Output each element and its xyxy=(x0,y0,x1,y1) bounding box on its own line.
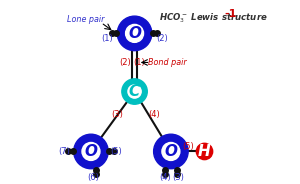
Circle shape xyxy=(126,24,143,42)
Circle shape xyxy=(154,134,188,169)
Text: (2): (2) xyxy=(120,58,131,67)
Text: O: O xyxy=(128,26,141,41)
Circle shape xyxy=(117,16,152,51)
Text: O: O xyxy=(164,144,177,159)
Text: (1): (1) xyxy=(101,34,113,43)
Circle shape xyxy=(128,85,141,98)
Text: C: C xyxy=(129,84,140,99)
Circle shape xyxy=(162,142,180,160)
Text: (4): (4) xyxy=(149,110,161,119)
Text: Lone pair: Lone pair xyxy=(67,15,104,24)
Circle shape xyxy=(82,142,100,160)
Text: -1: -1 xyxy=(224,9,236,19)
Text: (7): (7) xyxy=(58,147,70,156)
FancyBboxPatch shape xyxy=(56,0,244,184)
Text: Bond pair: Bond pair xyxy=(148,58,187,67)
Text: H: H xyxy=(198,144,211,159)
Text: (5): (5) xyxy=(110,147,122,156)
Text: HCO$_3^-$ Lewis structure: HCO$_3^-$ Lewis structure xyxy=(159,11,268,25)
Text: (6): (6) xyxy=(87,173,99,182)
Text: (3): (3) xyxy=(172,173,184,182)
Circle shape xyxy=(196,143,213,160)
Circle shape xyxy=(74,134,108,169)
Text: (1): (1) xyxy=(133,58,145,67)
Text: O: O xyxy=(85,144,98,159)
Text: (2): (2) xyxy=(156,34,168,43)
Text: (5): (5) xyxy=(182,141,194,151)
Text: (4): (4) xyxy=(160,173,171,182)
Circle shape xyxy=(122,79,147,104)
Text: (3): (3) xyxy=(111,110,123,119)
